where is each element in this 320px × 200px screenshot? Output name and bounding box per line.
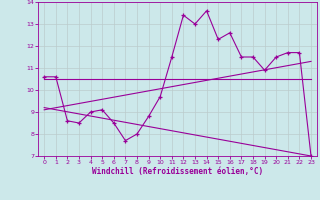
X-axis label: Windchill (Refroidissement éolien,°C): Windchill (Refroidissement éolien,°C) [92, 167, 263, 176]
